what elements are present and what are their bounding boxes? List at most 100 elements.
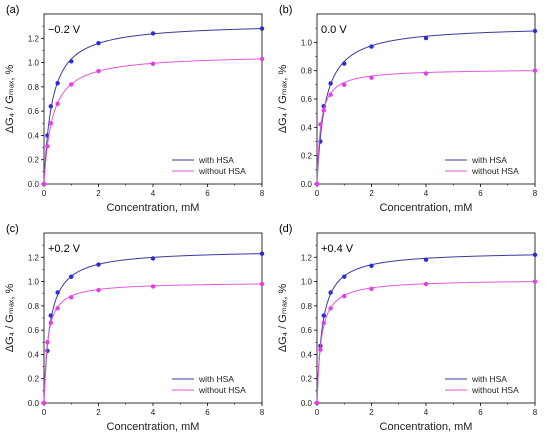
data-point	[96, 68, 101, 74]
x-tick-label: 6	[478, 408, 483, 417]
data-point	[423, 257, 429, 262]
data-point	[532, 28, 538, 34]
data-point	[321, 320, 327, 326]
y-tick-label: 1.2	[28, 34, 40, 43]
y-tick-label: 1.0	[301, 278, 313, 287]
y-tick-label: 0.2	[28, 156, 40, 165]
y-tick-label: 1.2	[28, 253, 40, 262]
data-point	[150, 31, 156, 36]
data-point	[314, 181, 320, 187]
data-point	[48, 313, 54, 318]
data-point	[423, 71, 429, 76]
x-axis-title: Concentration, mM	[107, 421, 200, 433]
x-tick-label: 4	[151, 408, 156, 417]
y-tick-label: 0.8	[301, 302, 313, 311]
data-point	[342, 82, 347, 88]
data-point	[55, 290, 60, 295]
panel-label: (b)	[279, 4, 292, 16]
data-point	[342, 61, 347, 66]
data-point	[532, 279, 538, 284]
y-tick-label: 0.8	[28, 302, 40, 311]
panel-label: (a)	[6, 4, 19, 16]
data-point	[259, 281, 265, 287]
y-tick-label: 1.2	[301, 253, 313, 262]
x-tick-label: 2	[369, 189, 374, 198]
y-axis-title: ΔG₄ / Gₘₐₓ, %	[277, 284, 289, 353]
legend-label: with HSA	[471, 155, 507, 165]
data-point	[532, 252, 538, 258]
chart-panel: 0 2 4 6 8 0.0 0.2 0.4 0.6 0.8 1.0 1.2 Concentration,…	[4, 223, 265, 433]
data-point	[96, 40, 101, 46]
data-point	[321, 108, 327, 113]
data-point	[41, 400, 47, 406]
data-point	[150, 284, 156, 289]
y-tick-label: 0.2	[28, 375, 40, 384]
x-tick-label: 6	[478, 189, 483, 198]
x-tick-label: 2	[369, 408, 374, 417]
chart-panel: 0 2 4 6 8 0.0 0.2 0.4 0.6 0.8 1.0 1.2 Concentration,…	[4, 4, 265, 214]
data-point	[328, 92, 333, 97]
y-tick-label: 1.0	[28, 59, 40, 68]
x-tick-label: 2	[96, 408, 101, 417]
y-tick-label: 0.4	[28, 131, 40, 140]
chart-panel: 0 2 4 6 8 0.0 0.2 0.4 0.6 0.8 1.0 1.2 Concentration,…	[277, 223, 538, 433]
y-tick-label: 0.4	[301, 350, 313, 359]
data-point	[318, 122, 323, 127]
data-point	[328, 81, 333, 86]
data-point	[55, 101, 60, 107]
legend-label: without HSA	[471, 166, 519, 176]
data-point	[532, 68, 538, 73]
data-point	[48, 121, 54, 126]
data-point	[369, 44, 374, 49]
y-tick-label: 0.6	[28, 326, 40, 335]
y-tick-label: 0.8	[301, 67, 313, 76]
data-point	[55, 306, 60, 311]
y-axis-title: ΔG₄ / Gₘₐₓ, %	[4, 284, 16, 353]
y-tick-label: 0.6	[28, 107, 40, 116]
data-point	[41, 181, 47, 187]
data-point	[423, 35, 429, 41]
y-tick-label: 0.2	[301, 375, 313, 384]
data-point	[48, 320, 54, 326]
x-tick-label: 8	[533, 189, 538, 198]
data-point	[69, 295, 74, 300]
data-point	[69, 59, 74, 64]
data-point	[342, 274, 347, 279]
data-point	[45, 144, 50, 149]
data-point	[369, 263, 374, 268]
data-point	[96, 287, 101, 293]
x-axis-title: Concentration, mM	[380, 421, 473, 433]
legend-label: without HSA	[471, 385, 519, 395]
data-point	[45, 340, 50, 345]
data-point	[150, 61, 156, 66]
y-tick-label: 0.8	[28, 83, 40, 92]
x-tick-label: 8	[260, 408, 265, 417]
data-point	[69, 274, 74, 279]
data-point	[259, 251, 265, 256]
y-tick-label: 0.0	[28, 399, 40, 408]
data-point	[369, 286, 374, 292]
data-point	[328, 306, 333, 311]
chart-panel: 0 2 4 6 8 0.0 0.2 0.4 0.6 0.8 1.0 Concentration, mM…	[277, 4, 538, 214]
x-tick-label: 0	[42, 408, 47, 417]
x-axis-title: Concentration, mM	[107, 202, 200, 214]
data-point	[96, 262, 101, 267]
y-tick-label: 0.6	[301, 95, 313, 104]
legend-label: with HSA	[198, 374, 234, 384]
data-point	[342, 293, 347, 299]
y-tick-label: 0.0	[301, 399, 313, 408]
y-tick-label: 0.6	[301, 326, 313, 335]
legend-label: without HSA	[198, 166, 246, 176]
data-point	[45, 348, 50, 353]
y-tick-label: 1.0	[301, 38, 313, 47]
x-tick-label: 0	[315, 189, 320, 198]
voltage-label: +0.2 V	[48, 243, 81, 255]
voltage-label: 0.0 V	[321, 24, 347, 36]
legend-label: with HSA	[471, 374, 507, 384]
data-point	[314, 400, 320, 406]
y-tick-label: 0.2	[301, 152, 313, 161]
y-tick-label: 0.0	[28, 180, 40, 189]
panel-label: (d)	[279, 223, 292, 235]
x-tick-label: 0	[42, 189, 47, 198]
